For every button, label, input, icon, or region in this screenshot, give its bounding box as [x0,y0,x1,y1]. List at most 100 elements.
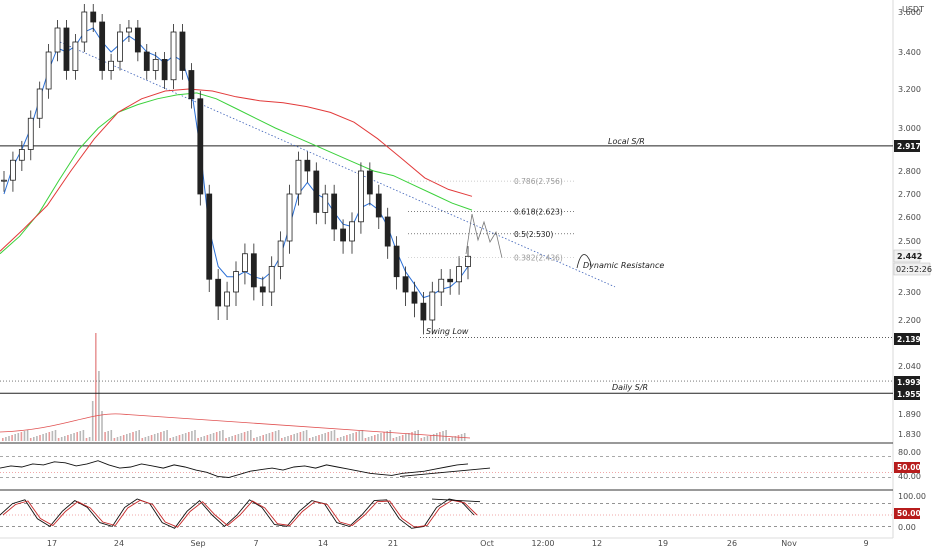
volume-bar [26,430,29,441]
local-sr-label: Local S/R [608,137,645,146]
candle-body [340,228,346,242]
volume-bar [293,434,295,441]
candle-body [206,193,213,280]
volume-bar [17,433,20,441]
volume-bar [312,437,314,441]
volume-bar [327,432,330,441]
volume-bar [271,432,274,441]
candle-body [366,170,373,195]
volume-bar [163,431,165,441]
candle-body [384,216,391,247]
volume-bar [256,437,258,441]
candle-body [331,193,338,230]
ma-green-line [0,92,473,255]
candle-body [420,302,427,321]
candle-body [18,149,25,161]
time-tick-0: 17 [47,539,57,548]
candle-body [117,31,123,62]
candle-body [36,88,43,119]
price-tick-5: 2.700 [898,190,921,199]
volume-bar [448,438,450,441]
volume-bar [234,435,237,441]
candle-body [402,276,409,293]
time-tick-labels: 17 24 Sep 7 14 21 Oct 12:00 12 19 26 Nov 9 [47,539,869,548]
projection-arrow-icon [576,254,592,269]
tag-swing-low: 2.139 [894,333,921,345]
volume-bar [166,430,168,441]
volume-bar [206,435,209,441]
stoch-tick-100: 100.00 [898,492,926,501]
volume-bar [315,436,317,441]
volume-bar [250,430,252,441]
volume-bar [153,434,156,441]
candle-body [429,291,436,321]
volume-bar [228,437,230,441]
volume-bar [370,436,373,441]
candle-body [197,98,204,195]
volume-bar [197,438,199,441]
volume-bar [423,437,426,441]
currency-label: USDT [902,5,924,14]
volume-bar [95,333,97,441]
volume-bar [265,434,268,441]
price-tick-8: 2.300 [898,288,921,297]
volume-bar [29,438,32,441]
volume-bar [129,433,131,441]
volume-bar [346,435,348,441]
candle-body [250,253,257,288]
svg-text:2.917: 2.917 [897,142,921,151]
fib-label-1: 0.618(2.623) [514,208,563,217]
time-tick-8: 12 [592,539,602,548]
volume-bar [23,431,26,441]
volume-bar [91,401,94,441]
volume-bar [14,434,16,441]
tag-daily-sr-upper: 1.993 [894,376,921,388]
volume-bar [336,438,339,441]
volume-bar [296,433,299,441]
price-tick-0: 3.600 [898,8,921,17]
candle-body [54,27,61,53]
stoch-d-line [2,499,478,528]
volume-bar [11,435,13,441]
candle-body [268,266,275,293]
volume-bar [426,436,429,441]
candle-body [313,170,320,213]
svg-text:02:52:26: 02:52:26 [896,265,932,274]
time-tick-9: 19 [658,539,668,548]
horizontal-levels [0,41,893,394]
time-tick-10: 26 [727,539,737,548]
volume-bar [389,430,392,441]
candle-body [143,51,150,71]
candle-body [27,117,34,150]
volume-bar [259,436,261,441]
price-tick-9: 2.200 [898,316,921,325]
time-tick-1: 24 [114,539,124,548]
volume-bar [215,432,218,441]
volume-bar [45,433,47,441]
candle-body [45,51,52,90]
volume-bar [364,438,367,441]
volume-bar [374,435,376,441]
volume-bar [107,431,109,441]
price-tick-2: 3.200 [898,85,921,94]
volume-bar [36,436,38,441]
volume-bar [209,434,212,441]
projection-path [465,213,503,259]
volume-bar [439,432,441,441]
volume-bar [160,432,162,441]
volume-bar [386,431,388,441]
volume-bar [305,430,308,441]
volume-bar [408,433,410,441]
volume-bar [302,431,305,441]
candle-body [304,159,311,172]
candle-body [286,193,293,242]
price-tick-10: 2.040 [898,362,921,371]
volume-bar [194,430,196,441]
volume-bar [246,431,249,441]
volume-bar [355,432,357,441]
time-tick-4: 14 [318,539,328,548]
time-tick-5: 21 [388,539,398,548]
volume-bar [184,433,187,441]
candle-body [233,271,239,293]
